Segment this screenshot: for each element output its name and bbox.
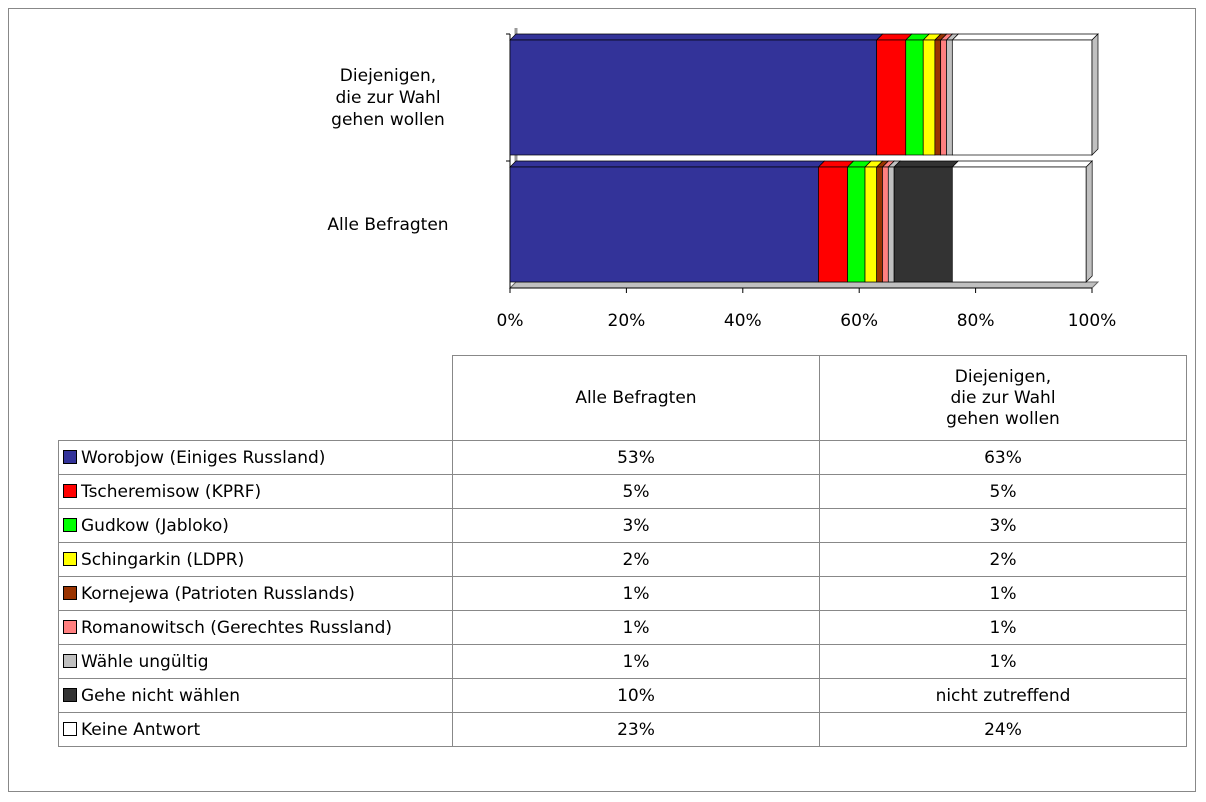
x-tick-label: 60% xyxy=(840,311,878,331)
series-name: Kornejewa (Patrioten Russlands) xyxy=(81,583,355,604)
value-cell: 2% xyxy=(452,542,820,577)
table-row: Kornejewa (Patrioten Russlands) 1% 1% xyxy=(58,576,1187,611)
x-tick-label: 80% xyxy=(957,311,995,331)
bar-top xyxy=(951,160,1094,168)
value-cell: 63% xyxy=(819,440,1187,475)
series-name: Wähle ungültig xyxy=(81,651,209,672)
series-cell: Keine Antwort xyxy=(58,712,453,747)
value-cell: 3% xyxy=(452,508,820,543)
series-cell: Romanowitsch (Gerechtes Russland) xyxy=(58,610,453,645)
legend-key xyxy=(63,619,77,634)
bar xyxy=(509,166,819,283)
series-name: Gudkow (Jabloko) xyxy=(81,515,229,536)
table-row: Tscheremisow (KPRF) 5% 5% xyxy=(58,474,1187,509)
header-cell: Diejenigen, die zur Wahl gehen wollen xyxy=(819,355,1187,441)
bar xyxy=(946,39,953,156)
y-tick-label: Diejenigen, die zur Wahl gehen wollen xyxy=(331,65,445,130)
table-row: Wähle ungültig 1% 1% xyxy=(58,644,1187,679)
value-cell: 1% xyxy=(452,610,820,645)
table-row: Romanowitsch (Gerechtes Russland) 1% 1% xyxy=(58,610,1187,645)
bar xyxy=(951,166,1087,283)
x-tick-label: 20% xyxy=(608,311,646,331)
series-name: Worobjow (Einiges Russland) xyxy=(81,447,326,468)
x-tick-label: 0% xyxy=(497,311,524,331)
table-row: Keine Antwort 23% 24% xyxy=(58,712,1187,747)
value-cell: 53% xyxy=(452,440,820,475)
value-cell: 1% xyxy=(452,576,820,611)
value-cell: 24% xyxy=(819,712,1187,747)
legend-key xyxy=(63,483,77,498)
bar-top xyxy=(893,160,960,168)
bar-top xyxy=(951,33,1099,41)
value-cell: 2% xyxy=(819,542,1187,577)
bar-top xyxy=(509,33,884,41)
bar xyxy=(876,166,883,283)
bar xyxy=(847,166,866,283)
value-cell: 5% xyxy=(452,474,820,509)
bar-side xyxy=(1091,33,1099,156)
series-cell: Kornejewa (Patrioten Russlands) xyxy=(58,576,453,611)
bar xyxy=(818,166,848,283)
legend-key xyxy=(63,551,77,566)
series-name: Tscheremisow (KPRF) xyxy=(81,481,262,502)
value-cell: 1% xyxy=(819,610,1187,645)
series-cell: Tscheremisow (KPRF) xyxy=(58,474,453,509)
series-cell: Wähle ungültig xyxy=(58,644,453,679)
bar xyxy=(940,39,947,156)
bar-side xyxy=(1085,160,1093,283)
x-tick-label: 100% xyxy=(1068,311,1117,331)
series-name: Schingarkin (LDPR) xyxy=(81,549,245,570)
series-cell: Worobjow (Einiges Russland) xyxy=(58,440,453,475)
value-cell: nicht zutreffend xyxy=(819,678,1187,713)
data-table: Alle Befragten Diejenigen, die zur Wahl g… xyxy=(58,355,1187,747)
table-row: Worobjow (Einiges Russland) 53% 63% xyxy=(58,440,1187,475)
value-cell: 23% xyxy=(452,712,820,747)
bar xyxy=(951,39,1093,156)
series-name: Romanowitsch (Gerechtes Russland) xyxy=(81,617,392,638)
bar xyxy=(922,39,936,156)
header-cell: Alle Befragten xyxy=(452,355,820,441)
header-row: Alle Befragten Diejenigen, die zur Wahl g… xyxy=(59,355,1187,441)
bar xyxy=(934,39,942,156)
series-name: Keine Antwort xyxy=(81,719,201,740)
legend-key xyxy=(63,721,77,736)
value-cell: 3% xyxy=(819,508,1187,543)
value-cell: 5% xyxy=(819,474,1187,509)
frame xyxy=(8,8,1196,792)
bar-top xyxy=(509,160,826,168)
x-tick-label: 40% xyxy=(724,311,762,331)
chart: 0% 20% 40% 60% 80% 100% xyxy=(497,28,1117,331)
bar xyxy=(887,166,895,283)
bar xyxy=(905,39,924,156)
series-cell: Gudkow (Jabloko) xyxy=(58,508,453,543)
legend-key xyxy=(63,449,77,464)
bar xyxy=(876,39,907,156)
series-cell: Schingarkin (LDPR) xyxy=(58,542,453,577)
bar xyxy=(882,166,889,283)
legend-key xyxy=(63,517,77,532)
legend-key xyxy=(63,585,77,600)
bar xyxy=(864,166,878,283)
bar xyxy=(893,166,953,283)
value-cell: 1% xyxy=(819,576,1187,611)
floor xyxy=(508,281,1100,289)
value-cell: 10% xyxy=(452,678,820,713)
table-row: Gehe nicht wählen 10% nicht zutreffend xyxy=(58,678,1187,713)
value-cell: 1% xyxy=(819,644,1187,679)
corner-cell xyxy=(59,356,453,441)
series-cell: Gehe nicht wählen xyxy=(58,678,453,713)
legend-key xyxy=(63,653,77,668)
table-row: Gudkow (Jabloko) 3% 3% xyxy=(58,508,1187,543)
y-tick-label: Alle Befragten xyxy=(327,214,449,235)
table-row: Schingarkin (LDPR) 2% 2% xyxy=(58,542,1187,577)
bar xyxy=(509,39,878,156)
value-cell: 1% xyxy=(452,644,820,679)
series-name: Gehe nicht wählen xyxy=(81,685,241,706)
legend-key xyxy=(63,687,77,702)
